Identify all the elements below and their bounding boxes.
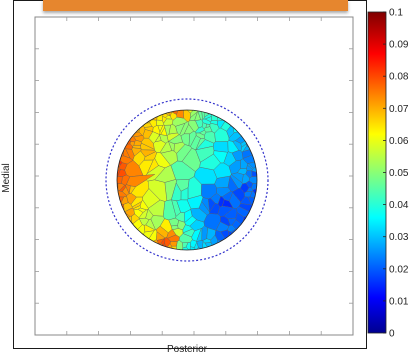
voronoi-cell	[147, 179, 167, 202]
voronoi-cell	[176, 239, 183, 250]
voronoi-cell	[153, 140, 167, 153]
voronoi-cell	[221, 190, 233, 202]
colorbar-tick-label: 0.06	[389, 136, 409, 147]
voronoi-cell	[176, 110, 184, 119]
voronoi-cell	[213, 150, 228, 164]
colorbar-tick-label: 0.04	[389, 200, 409, 211]
colorbar-tick-label: 0	[389, 329, 395, 340]
header-bar	[43, 0, 348, 11]
voronoi-cell	[195, 138, 206, 151]
colorbar-tick-label: 0.03	[389, 232, 409, 243]
voronoi-cell	[241, 149, 253, 159]
voronoi-cell	[176, 199, 192, 213]
voronoi-cell	[117, 190, 128, 198]
voronoi-cell	[176, 144, 193, 162]
boundary-circle	[105, 98, 269, 262]
voronoi-cell	[213, 141, 229, 153]
colorbar-tick-label: 0.09	[389, 40, 409, 51]
colorbar-tick-label: 0.1	[389, 8, 403, 19]
y-axis-label: Medial	[1, 163, 12, 192]
voronoi-cell	[124, 143, 133, 150]
voronoi-cell	[190, 110, 199, 118]
colorbar-tick-label: 0.01	[389, 296, 409, 307]
voronoi-cell	[181, 246, 190, 250]
voronoi-cell	[242, 154, 257, 164]
voronoi-cell	[177, 220, 186, 231]
voronoi-cell	[169, 241, 178, 247]
voronoi-cell	[183, 123, 194, 134]
voronoi-cell	[149, 119, 157, 128]
voronoi-cell	[195, 126, 205, 134]
colorbar-tick-label: 0.08	[389, 72, 409, 83]
disk-outline	[116, 109, 258, 251]
voronoi-cell	[117, 169, 127, 177]
voronoi-cell	[205, 123, 211, 128]
voronoi-cell	[160, 126, 168, 136]
axis-ticks	[35, 17, 353, 335]
voronoi-cell	[120, 195, 129, 205]
voronoi-cell	[197, 110, 203, 121]
voronoi-cell	[145, 218, 156, 231]
voronoi-cell	[210, 234, 218, 250]
voronoi-cell	[163, 199, 177, 221]
voronoi-cell	[217, 205, 234, 217]
voronoi-cell	[126, 174, 155, 187]
voronoi-cell	[146, 158, 159, 174]
voronoi-cell	[190, 239, 197, 248]
colorbar-tick-label: 0.05	[389, 168, 409, 179]
voronoi-cell	[182, 228, 195, 238]
voronoi-cell	[228, 159, 241, 175]
voronoi-cell	[156, 238, 165, 245]
voronoi-cell	[148, 199, 165, 217]
voronoi-cell	[187, 176, 202, 200]
colorbar-tick-label: 0.07	[389, 104, 409, 115]
voronoi-cell	[185, 242, 191, 250]
voronoi-cell	[168, 134, 183, 144]
x-axis-label: Posterior	[167, 344, 208, 352]
voronoi-cell	[154, 165, 176, 183]
colorbar-tick-label: 0.02	[389, 264, 409, 275]
colorbar-ticks: 0 0.01 0.02 0.03 0.04 0.05 0.06 0.07 0.08 0.09 0.1	[383, 8, 409, 340]
